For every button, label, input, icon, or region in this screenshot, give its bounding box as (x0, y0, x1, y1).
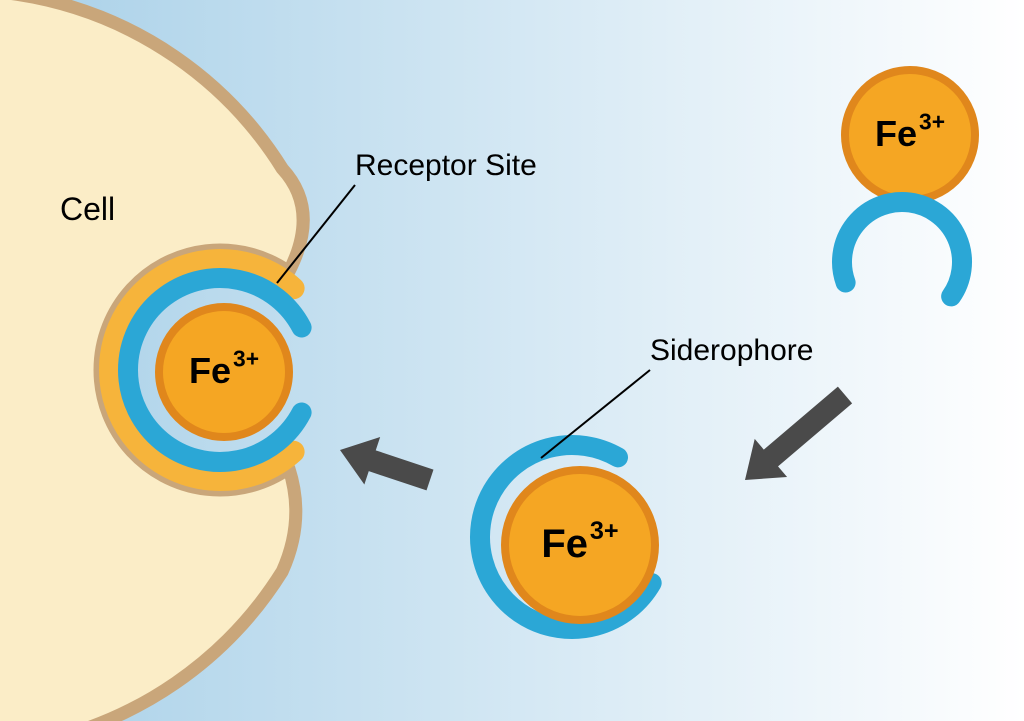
diagram-canvas: Fe3+ Fe3+ Fe3+ Cell Receptor Site Sidero… (0, 0, 1024, 721)
label-cell: Cell (60, 191, 115, 227)
label-siderophore: Siderophore (650, 334, 813, 367)
label-receptor: Receptor Site (355, 149, 537, 182)
diagram-svg: Fe3+ Fe3+ Fe3+ Cell Receptor Site Sidero… (0, 0, 1024, 721)
